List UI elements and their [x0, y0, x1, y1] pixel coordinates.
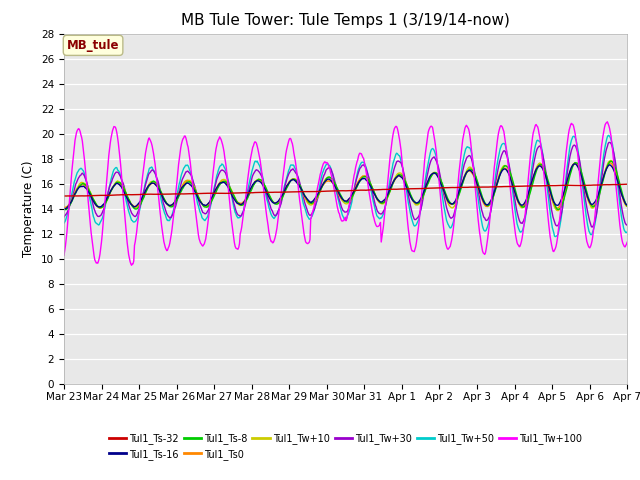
Y-axis label: Temperature (C): Temperature (C) — [22, 160, 35, 257]
Legend: Tul1_Ts-32, Tul1_Ts-16, Tul1_Ts-8, Tul1_Ts0, Tul1_Tw+10, Tul1_Tw+30, Tul1_Tw+50,: Tul1_Ts-32, Tul1_Ts-16, Tul1_Ts-8, Tul1_… — [105, 429, 586, 464]
Text: MB_tule: MB_tule — [67, 39, 119, 52]
Title: MB Tule Tower: Tule Temps 1 (3/19/14-now): MB Tule Tower: Tule Temps 1 (3/19/14-now… — [181, 13, 510, 28]
